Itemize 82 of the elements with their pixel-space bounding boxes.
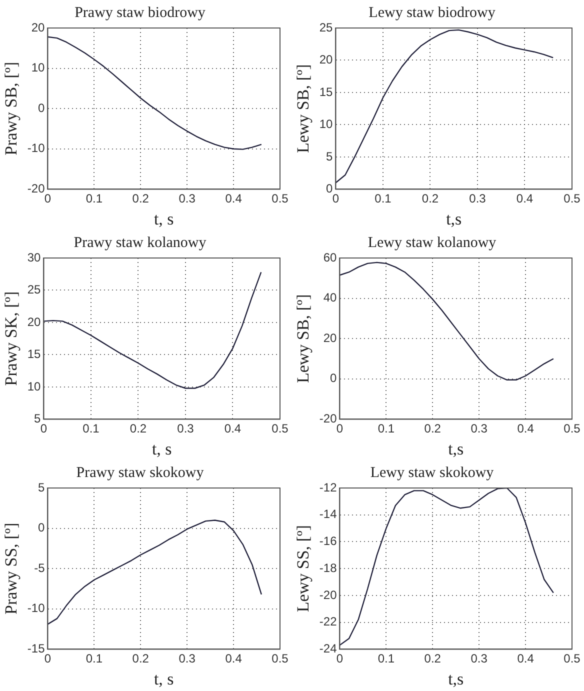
x-tick-label: 0.5 [564,652,581,666]
y-tick-label: -5 [34,560,46,575]
x-tick-label: 0.1 [82,422,100,436]
x-tick-label: 0.3 [470,652,488,666]
y-tick-label: 5 [34,412,42,426]
x-tick-label: 0.3 [178,652,196,666]
y-tick-label: -20 [319,588,338,602]
chart-title: Lewy staw biodrowy [368,4,496,21]
x-tick-label: 0.1 [374,192,392,206]
x-tick-label: 0.3 [469,192,486,206]
y-axis-title: Lewy SB, [º] [294,294,313,384]
y-tick-label: -10 [27,141,46,156]
y-axis-title: Prawy SS, [º] [2,522,21,614]
x-tick-label: 0.5 [272,652,289,666]
y-tick-label: 25 [27,282,42,297]
y-tick-label: 10 [319,117,334,132]
x-tick-label: 0.4 [516,192,534,206]
y-tick-label: 20 [323,330,338,345]
x-axis-title: t, s [152,439,172,458]
chart-title: Prawy staw skokowy [76,464,204,481]
y-tick-label: -24 [319,642,338,656]
x-axis-title: t, s [154,669,174,688]
y-tick-label: 5 [38,480,46,494]
x-tick-label: 0.2 [424,652,442,666]
y-axis-title: Prawy SB, [º] [2,62,21,156]
x-tick-label: 0.5 [564,192,581,206]
x-tick-label: 0.2 [422,192,439,206]
chart-title: Lewy staw skokowy [370,464,494,481]
y-axis-title: Prawy SK, [º] [2,291,21,386]
chart-title: Prawy staw biodrowy [74,4,206,21]
y-tick-label: -10 [27,601,46,616]
y-tick-label: 5 [326,149,334,164]
y-tick-label: -20 [319,412,338,426]
y-tick-label: 20 [27,314,42,329]
y-tick-label: 60 [323,250,338,264]
x-tick-label: 0.2 [132,652,150,666]
y-axis-title: Lewy SS, [º] [294,525,313,612]
y-tick-label: 0 [330,371,338,386]
x-axis-title: t,s [448,439,464,458]
y-tick-label: -15 [27,642,46,656]
y-tick-label: 20 [31,20,46,34]
x-axis-title: t,s [448,669,464,688]
x-tick-label: 0.5 [272,422,289,436]
x-tick-label: 0.3 [470,422,488,436]
y-tick-label: -16 [319,534,338,548]
x-tick-label: 0.2 [132,192,150,206]
y-tick-label: 15 [319,84,334,99]
x-tick-label: 0.4 [224,422,242,436]
x-tick-label: 0.3 [178,192,196,206]
x-tick-label: 0.4 [225,192,242,206]
y-tick-label: -14 [319,507,338,522]
y-tick-label: 10 [27,379,42,394]
x-tick-label: 0.5 [272,192,289,206]
x-tick-label: 0.2 [424,422,442,436]
chart-title: Lewy staw kolanowy [368,234,497,251]
y-tick-label: 30 [27,250,42,264]
x-tick-label: 0.1 [86,652,103,666]
x-tick-label: 0.2 [130,422,147,436]
y-tick-label: -12 [319,480,338,494]
y-tick-label: -22 [319,614,338,629]
y-tick-label: -18 [319,560,338,575]
chart-title: Prawy staw kolanowy [74,234,207,251]
x-tick-label: 0.3 [177,422,194,436]
y-tick-label: 0 [38,100,46,115]
y-tick-label: 40 [323,290,338,305]
y-tick-label: 0 [326,182,334,196]
x-tick-label: 0.5 [564,422,581,436]
x-axis-title: t,s [446,209,462,228]
x-tick-label: 0.1 [86,192,103,206]
x-tick-label: 0.1 [378,652,395,666]
y-tick-label: -20 [27,182,46,196]
y-tick-label: 10 [31,60,46,75]
x-axis-title: t, s [154,209,174,228]
y-tick-label: 15 [27,347,42,362]
y-tick-label: 20 [319,52,334,67]
x-tick-label: 0.4 [225,652,242,666]
y-tick-label: 0 [38,520,46,535]
x-tick-label: 0.4 [517,422,534,436]
x-tick-label: 0.1 [378,422,395,436]
y-tick-label: 25 [319,20,334,34]
y-axis-title: Lewy SB, [º] [294,64,313,154]
x-tick-label: 0.4 [517,652,534,666]
